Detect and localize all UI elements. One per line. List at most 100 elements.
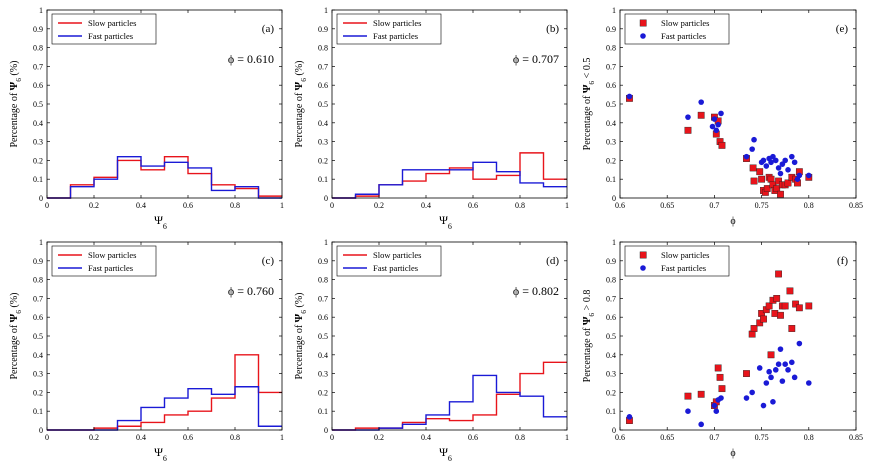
data-point-slow xyxy=(781,302,789,310)
y-tick-label: 0.1 xyxy=(606,407,616,416)
data-point-slow xyxy=(792,300,799,308)
data-point-fast xyxy=(772,157,779,164)
legend-label: Slow particles xyxy=(661,18,709,28)
x-tick-label: 0.8 xyxy=(804,433,814,442)
x-tick-label: 0.6 xyxy=(183,201,193,210)
y-axis-label: Percentage of Ψ6 (%) xyxy=(293,60,308,147)
y-tick-label: 0.4 xyxy=(318,351,328,360)
y-tick-label: 0.2 xyxy=(33,388,43,397)
legend-swatch-fast xyxy=(640,33,646,39)
data-point-slow xyxy=(805,302,813,310)
y-tick-label: 0.5 xyxy=(33,332,43,341)
y-tick-label: 0.9 xyxy=(318,257,328,266)
data-point-slow xyxy=(758,175,766,183)
panel-b: 0 0.2 0.4 0.6 0.8 1 0 0.1 0.2 0.3 0.4 0.5 0.6 0.7 0.8 0… xyxy=(293,6,569,231)
y-tick-label: 1 xyxy=(612,6,616,15)
legend-swatch-fast xyxy=(640,265,646,271)
y-tick-label: 0.3 xyxy=(318,370,328,379)
y-tick-label: 0.1 xyxy=(606,175,616,184)
y-tick-label: 0.6 xyxy=(318,81,328,90)
data-point-fast xyxy=(718,110,724,117)
data-point-slow xyxy=(763,185,771,192)
x-tick-label: 1 xyxy=(280,433,284,442)
y-tick-label: 0.7 xyxy=(318,294,328,303)
panel-label: (f) xyxy=(837,255,848,267)
legend-swatch-slow xyxy=(639,251,647,259)
legend-label: Fast particles xyxy=(373,31,418,41)
y-tick-label: 0.7 xyxy=(318,62,328,71)
x-tick-label: 0.7 xyxy=(709,201,719,210)
data-point-fast xyxy=(685,408,691,415)
data-point-slow xyxy=(765,302,773,310)
data-point-fast xyxy=(698,421,704,428)
y-tick-label: 0.8 xyxy=(33,276,43,285)
x-tick-label: 0.65 xyxy=(660,201,674,210)
data-point-slow xyxy=(767,351,775,359)
y-axis-label: Percentage of Ψ6 (%) xyxy=(8,292,23,379)
panel-d: 0 0.2 0.4 0.6 0.8 1 0 0.1 0.2 0.3 0.4 0.5 0.6 0.7 0.8 0… xyxy=(293,238,569,463)
data-point-fast xyxy=(713,127,720,134)
series-line-slow xyxy=(332,152,567,199)
data-point-fast xyxy=(796,340,803,347)
data-point-fast xyxy=(709,123,716,130)
legend-label: Slow particles xyxy=(88,18,136,28)
legend-label: Fast particles xyxy=(373,263,418,273)
y-tick-label: 0.5 xyxy=(33,100,43,109)
y-tick-label: 0.4 xyxy=(606,351,616,360)
y-tick-label: 0.2 xyxy=(318,156,328,165)
x-tick-label: 0.2 xyxy=(89,201,99,210)
y-tick-label: 0.8 xyxy=(33,44,43,53)
data-point-fast xyxy=(777,170,784,177)
data-point-slow xyxy=(756,168,764,176)
y-tick-label: 0.6 xyxy=(606,313,616,322)
x-tick-label: 0.6 xyxy=(615,201,625,210)
data-point-slow xyxy=(784,179,792,187)
x-tick-label: 1 xyxy=(565,201,569,210)
data-point-fast xyxy=(743,395,750,401)
panel-f: 0.6 0.65 0.7 0.75 0.8 0.85 0 0.1 0.2 0.3 0.4 0.5 0.6… xyxy=(581,238,863,459)
y-tick-label: 0.3 xyxy=(33,138,43,147)
x-tick-label: 0.8 xyxy=(804,201,814,210)
y-axis-label: Percentage of Ψ6 > 0.8 xyxy=(581,290,596,383)
y-tick-label: 0.2 xyxy=(606,156,616,165)
data-point-fast xyxy=(751,136,757,143)
y-axis-label: Percentage of Ψ6 (%) xyxy=(293,292,308,379)
y-tick-label: 0.1 xyxy=(33,407,43,416)
data-point-slow xyxy=(750,325,758,332)
y-tick-label: 0.8 xyxy=(606,276,616,285)
y-tick-label: 0.4 xyxy=(33,119,43,128)
y-tick-label: 0.6 xyxy=(606,81,616,90)
data-point-slow xyxy=(716,373,724,381)
x-axis-label: Ψ6 xyxy=(439,213,452,231)
y-tick-label: 0.3 xyxy=(606,370,616,379)
y-tick-label: 0.4 xyxy=(606,119,616,128)
x-tick-label: 0.75 xyxy=(755,201,769,210)
series-line-slow xyxy=(47,354,282,431)
data-point-fast xyxy=(791,374,798,381)
data-point-slow xyxy=(775,270,782,278)
y-tick-label: 0 xyxy=(324,194,328,203)
x-axis-label: Ψ6 xyxy=(439,445,452,463)
legend-label: Fast particles xyxy=(88,31,133,41)
legend-box xyxy=(624,13,730,45)
phi-label: ϕ = 0.802 xyxy=(513,284,559,298)
data-point-fast xyxy=(718,395,724,401)
data-point-fast xyxy=(756,365,763,371)
data-point-fast xyxy=(791,159,798,166)
y-tick-label: 0.1 xyxy=(318,175,328,184)
legend-swatch-slow xyxy=(639,19,647,27)
data-point-slow xyxy=(748,330,756,338)
y-tick-label: 0 xyxy=(39,194,43,203)
data-point-slow xyxy=(773,185,781,192)
y-tick-label: 0.5 xyxy=(318,100,328,109)
y-tick-label: 0.7 xyxy=(33,62,43,71)
data-point-slow xyxy=(684,126,692,134)
y-tick-label: 0 xyxy=(612,426,616,435)
y-tick-label: 1 xyxy=(39,238,43,247)
data-point-fast xyxy=(626,93,633,100)
legend-label: Slow particles xyxy=(88,250,136,260)
x-tick-label: 1 xyxy=(565,433,569,442)
data-point-fast xyxy=(785,167,791,173)
x-tick-label: 0.4 xyxy=(136,433,146,442)
y-tick-label: 0.7 xyxy=(606,294,616,303)
